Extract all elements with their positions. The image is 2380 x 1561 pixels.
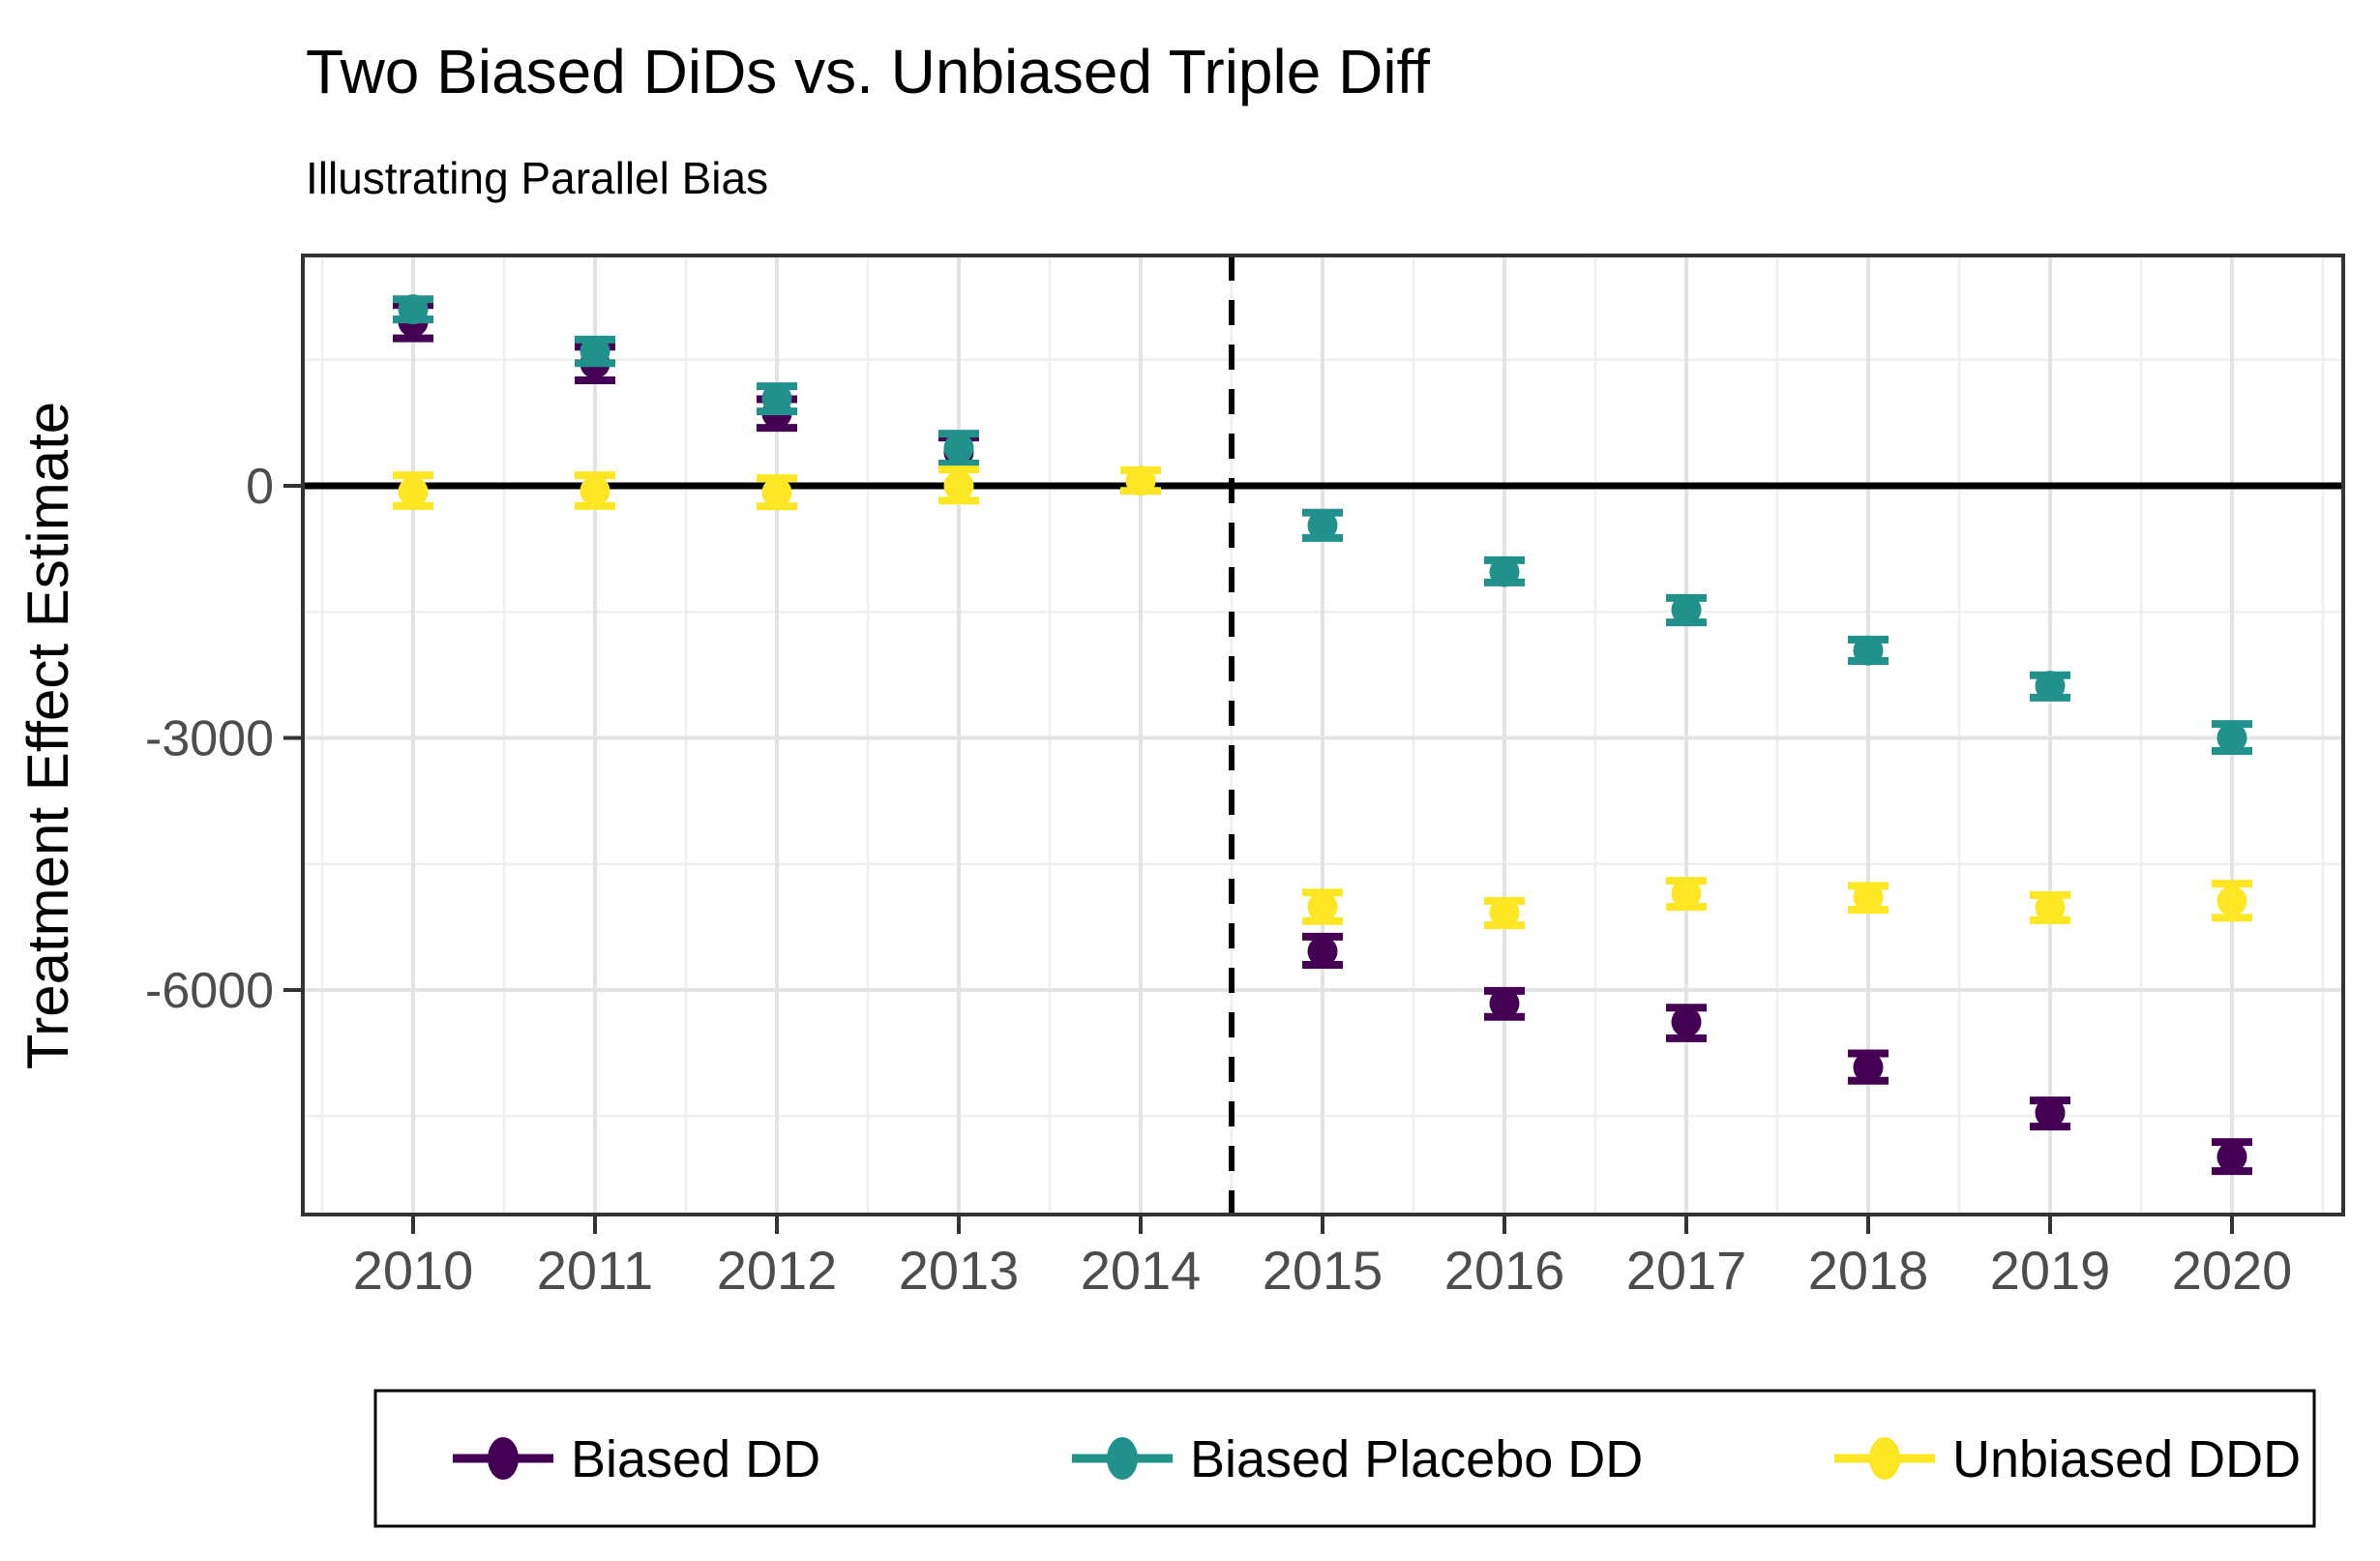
x-tick-label: 2020: [2172, 1240, 2293, 1301]
estimate-point: [1671, 878, 1702, 909]
estimate-point: [2035, 1097, 2066, 1128]
pointrange-unbiased-ddd-2018: [1848, 882, 1889, 915]
chart-title: Two Biased DiDs vs. Unbiased Triple Diff: [306, 37, 1430, 106]
estimate-point: [1307, 510, 1338, 541]
axis-ticks: [283, 484, 2234, 1234]
legend: Biased DD Biased Placebo DD Unbiased DDD: [373, 1389, 2316, 1528]
estimate-point: [1489, 556, 1520, 587]
legend-key-point: [1107, 1437, 1138, 1480]
x-tick-label: 2012: [717, 1240, 838, 1301]
pointrange-biased-placebo-dd-2019: [2030, 671, 2070, 702]
estimate-point: [2035, 892, 2066, 923]
gridlines-minor: [303, 255, 2343, 1215]
x-tick-label: 2013: [899, 1240, 1020, 1301]
x-tick-label: 2015: [1263, 1240, 1383, 1301]
pointrange-unbiased-ddd-2014: [1120, 465, 1161, 496]
pointrange-biased-dd-2020: [2212, 1138, 2252, 1176]
estimate-point: [1671, 594, 1702, 625]
data-marks: [393, 294, 2252, 1176]
estimate-point: [398, 294, 429, 325]
pointrange-biased-dd-2018: [1848, 1049, 1889, 1085]
legend-label: Biased DD: [571, 1430, 820, 1488]
pointrange-biased-placebo-dd-2010: [393, 294, 433, 325]
pointrange-biased-placebo-dd-2015: [1302, 508, 1343, 542]
estimate-point: [761, 383, 792, 414]
chart-subtitle: Illustrating Parallel Bias: [306, 153, 768, 203]
legend-key-point: [1869, 1437, 1900, 1480]
pointrange-biased-placebo-dd-2012: [757, 382, 797, 416]
x-tick-label: 2019: [1990, 1240, 2111, 1301]
x-tick-label: 2011: [537, 1240, 653, 1301]
x-tick-label: 2016: [1444, 1240, 1565, 1301]
estimate-point: [943, 433, 974, 464]
pointrange-unbiased-ddd-2016: [1484, 896, 1525, 930]
pointrange-biased-dd-2019: [2030, 1096, 2070, 1131]
pointrange-unbiased-ddd-2013: [938, 465, 979, 505]
legend-entry-unbiased-ddd: Unbiased DDD: [1834, 1430, 2301, 1488]
y-tick-label: -3000: [145, 710, 274, 766]
estimate-point: [1671, 1006, 1702, 1037]
pointrange-biased-placebo-dd-2018: [1848, 635, 1889, 666]
legend-entry-biased-dd: Biased DD: [453, 1430, 820, 1488]
pointrange-biased-dd-2016: [1484, 986, 1525, 1021]
pointrange-unbiased-ddd-2011: [575, 471, 615, 510]
x-tick-label: 2017: [1626, 1240, 1747, 1301]
estimate-point: [943, 470, 974, 501]
y-axis-title: Treatment Effect Estimate: [15, 402, 80, 1069]
estimate-point: [2216, 1141, 2247, 1172]
pointrange-biased-dd-2015: [1302, 932, 1343, 969]
y-axis-labels: 0 -3000 -6000: [145, 459, 274, 1019]
pointrange-unbiased-ddd-2010: [393, 471, 433, 510]
legend-key-point: [488, 1437, 519, 1480]
x-tick-label: 2014: [1081, 1240, 1202, 1301]
estimate-point: [1307, 891, 1338, 922]
pointrange-unbiased-ddd-2017: [1666, 877, 1707, 912]
estimate-point: [1853, 1052, 1884, 1083]
pointrange-biased-placebo-dd-2011: [575, 335, 615, 368]
estimate-point: [580, 475, 610, 506]
x-tick-label: 2010: [353, 1240, 474, 1301]
pointrange-biased-placebo-dd-2017: [1666, 593, 1707, 627]
estimate-point: [1853, 882, 1884, 913]
y-tick-label: 0: [246, 459, 274, 515]
estimate-point: [761, 477, 792, 508]
estimate-point: [1853, 635, 1884, 666]
reference-lines: [303, 255, 2343, 1215]
pointrange-unbiased-ddd-2012: [757, 474, 797, 511]
pointrange-biased-placebo-dd-2020: [2212, 720, 2252, 755]
estimate-point: [1489, 988, 1520, 1019]
y-tick-label: -6000: [145, 963, 274, 1019]
estimate-point: [2216, 886, 2247, 916]
legend-box: [373, 1389, 2316, 1528]
pointrange-unbiased-ddd-2019: [2030, 890, 2070, 924]
x-tick-label: 2018: [1808, 1240, 1929, 1301]
pointrange-unbiased-ddd-2020: [2212, 880, 2252, 922]
estimate-point: [1307, 936, 1338, 967]
legend-label: Unbiased DDD: [1952, 1430, 2301, 1488]
estimate-point: [580, 336, 610, 367]
estimate-point: [1125, 465, 1156, 496]
estimate-point: [398, 476, 429, 507]
estimate-point: [2216, 722, 2247, 753]
estimate-point: [1489, 897, 1520, 928]
legend-entry-biased-placebo-dd: Biased Placebo DD: [1072, 1430, 1643, 1488]
plot-panel-border: [301, 254, 2345, 1216]
legend-label: Biased Placebo DD: [1190, 1430, 1643, 1488]
x-axis-labels: 2010 2011 2012 2013 2014 2015 2016 2017 2018 2019…: [353, 1240, 2293, 1301]
pointrange-biased-dd-2017: [1666, 1004, 1707, 1042]
pointrange-biased-placebo-dd-2016: [1484, 555, 1525, 587]
pointrange-unbiased-ddd-2015: [1302, 888, 1343, 925]
pointrange-biased-placebo-dd-2013: [938, 430, 979, 467]
estimate-point: [2035, 671, 2066, 702]
